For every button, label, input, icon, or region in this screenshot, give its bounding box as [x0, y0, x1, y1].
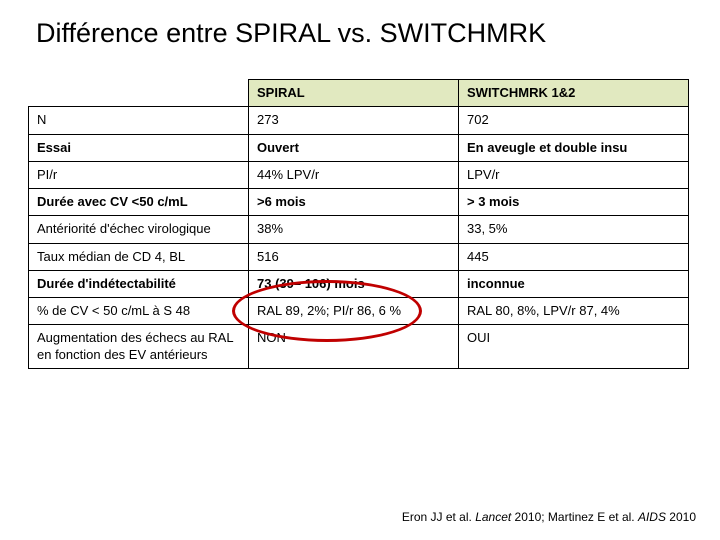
table-row: Augmentation des échecs au RAL en foncti… [29, 325, 689, 369]
row-c1: Ouvert [249, 134, 459, 161]
row-label: PI/r [29, 161, 249, 188]
row-c2: OUI [459, 325, 689, 369]
row-c1: RAL 89, 2%; PI/r 86, 6 % [249, 298, 459, 325]
row-c2: RAL 80, 8%, LPV/r 87, 4% [459, 298, 689, 325]
citation-text: Eron JJ et al. [402, 510, 475, 524]
row-c1: 73 (39– 106) mois [249, 270, 459, 297]
row-c2: En aveugle et double insu [459, 134, 689, 161]
table-row: Durée avec CV <50 c/mL >6 mois > 3 mois [29, 189, 689, 216]
row-c1: 516 [249, 243, 459, 270]
row-c2: 33, 5% [459, 216, 689, 243]
row-c1: >6 mois [249, 189, 459, 216]
row-c1: 273 [249, 107, 459, 134]
table-body: N 273 702 Essai Ouvert En aveugle et dou… [29, 107, 689, 369]
citation-italic: AIDS [638, 510, 666, 524]
row-c2: 702 [459, 107, 689, 134]
row-c2: 445 [459, 243, 689, 270]
row-label: % de CV < 50 c/mL à S 48 [29, 298, 249, 325]
row-c1: 44% LPV/r [249, 161, 459, 188]
row-label: Essai [29, 134, 249, 161]
table-row: Durée d'indétectabilité 73 (39– 106) moi… [29, 270, 689, 297]
table-header-row: SPIRAL SWITCHMRK 1&2 [29, 80, 689, 107]
row-label: Antériorité d'échec virologique [29, 216, 249, 243]
row-c2: inconnue [459, 270, 689, 297]
citation: Eron JJ et al. Lancet 2010; Martinez E e… [402, 510, 696, 524]
row-c2: > 3 mois [459, 189, 689, 216]
citation-italic: Lancet [475, 510, 511, 524]
row-c1: 38% [249, 216, 459, 243]
row-c2: LPV/r [459, 161, 689, 188]
table-row: PI/r 44% LPV/r LPV/r [29, 161, 689, 188]
citation-text: 2010; Martinez E et al. [511, 510, 638, 524]
header-cell-spiral: SPIRAL [249, 80, 459, 107]
header-cell-switchmrk: SWITCHMRK 1&2 [459, 80, 689, 107]
table-row: N 273 702 [29, 107, 689, 134]
table-row: % de CV < 50 c/mL à S 48 RAL 89, 2%; PI/… [29, 298, 689, 325]
header-cell-blank [29, 80, 249, 107]
row-label: Taux médian de CD 4, BL [29, 243, 249, 270]
slide-title: Différence entre SPIRAL vs. SWITCHMRK [36, 18, 692, 49]
row-label: Durée d'indétectabilité [29, 270, 249, 297]
row-label: N [29, 107, 249, 134]
slide: Différence entre SPIRAL vs. SWITCHMRK SP… [0, 0, 720, 540]
row-label: Augmentation des échecs au RAL en foncti… [29, 325, 249, 369]
row-label: Durée avec CV <50 c/mL [29, 189, 249, 216]
table-row: Taux médian de CD 4, BL 516 445 [29, 243, 689, 270]
row-c1: NON [249, 325, 459, 369]
table-row: Essai Ouvert En aveugle et double insu [29, 134, 689, 161]
citation-text: 2010 [666, 510, 696, 524]
comparison-table: SPIRAL SWITCHMRK 1&2 N 273 702 Essai Ouv… [28, 79, 689, 369]
table-row: Antériorité d'échec virologique 38% 33, … [29, 216, 689, 243]
